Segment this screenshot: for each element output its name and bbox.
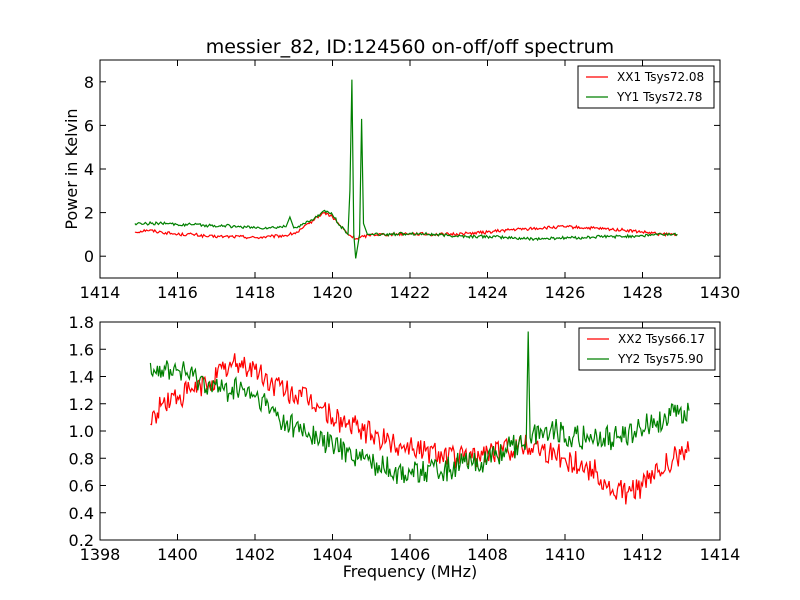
x-tick-label: 1426 <box>545 283 586 302</box>
y-tick-label: 2 <box>84 204 94 223</box>
y-tick-label: 1.2 <box>69 395 94 414</box>
x-tick-label: 1398 <box>80 545 121 564</box>
y-tick-label: 4 <box>84 160 94 179</box>
y-tick-label: 0.8 <box>69 449 94 468</box>
x-tick-label: 1400 <box>157 545 198 564</box>
series-line-green <box>149 331 690 484</box>
series-line-red <box>150 353 690 505</box>
x-tick-label: 1408 <box>467 545 508 564</box>
legend-label: YY1 Tsys72.78 <box>616 90 702 104</box>
bottom-panel: 1398 1400 1402 1404 1406 1408 1410 1412 1414 0.2 0… <box>69 313 741 581</box>
x-tick-label: 1428 <box>622 283 663 302</box>
figure-title: messier_82, ID:124560 on-off/off spectru… <box>206 36 614 58</box>
x-tick-label: 1406 <box>390 545 431 564</box>
y-axis-label: Power in Kelvin <box>62 108 81 229</box>
y-tick-label: 1.0 <box>69 422 94 441</box>
x-tick-label: 1402 <box>235 545 276 564</box>
x-tick-label: 1418 <box>235 283 276 302</box>
top-panel: 1414 1416 1418 1420 1422 1424 1426 1428 1430 0 2 4 6… <box>62 59 741 302</box>
y-tick-label: 0.2 <box>69 531 94 550</box>
legend-box <box>577 65 715 109</box>
legend-label: XX1 Tsys72.08 <box>617 70 704 84</box>
series-line-green <box>134 79 678 259</box>
y-tick-label: 0.4 <box>69 504 94 523</box>
y-tick-label: 0.6 <box>69 477 94 496</box>
y-tick-label: 6 <box>84 116 94 135</box>
x-tick-label: 1404 <box>312 545 353 564</box>
y-tick-label: 1.4 <box>69 368 94 387</box>
y-tick-label: 0 <box>84 247 94 266</box>
x-tick-label: 1424 <box>467 283 508 302</box>
x-tick-label: 1410 <box>545 545 586 564</box>
x-tick-label: 1430 <box>700 283 741 302</box>
y-tick-label: 8 <box>84 73 94 92</box>
legend-label: YY2 Tsys75.90 <box>617 352 703 366</box>
x-tick-label: 1420 <box>312 283 353 302</box>
legend-box <box>578 327 716 371</box>
y-tick-label: 1.6 <box>69 340 94 359</box>
x-tick-label: 1414 <box>700 545 741 564</box>
x-tick-label: 1414 <box>80 283 121 302</box>
legend-label: XX2 Tsys66.17 <box>618 332 705 346</box>
x-axis-label: Frequency (MHz) <box>343 562 477 581</box>
y-tick-label: 1.8 <box>69 313 94 332</box>
x-tick-label: 1412 <box>622 545 663 564</box>
x-tick-label: 1422 <box>390 283 431 302</box>
x-tick-label: 1416 <box>157 283 198 302</box>
